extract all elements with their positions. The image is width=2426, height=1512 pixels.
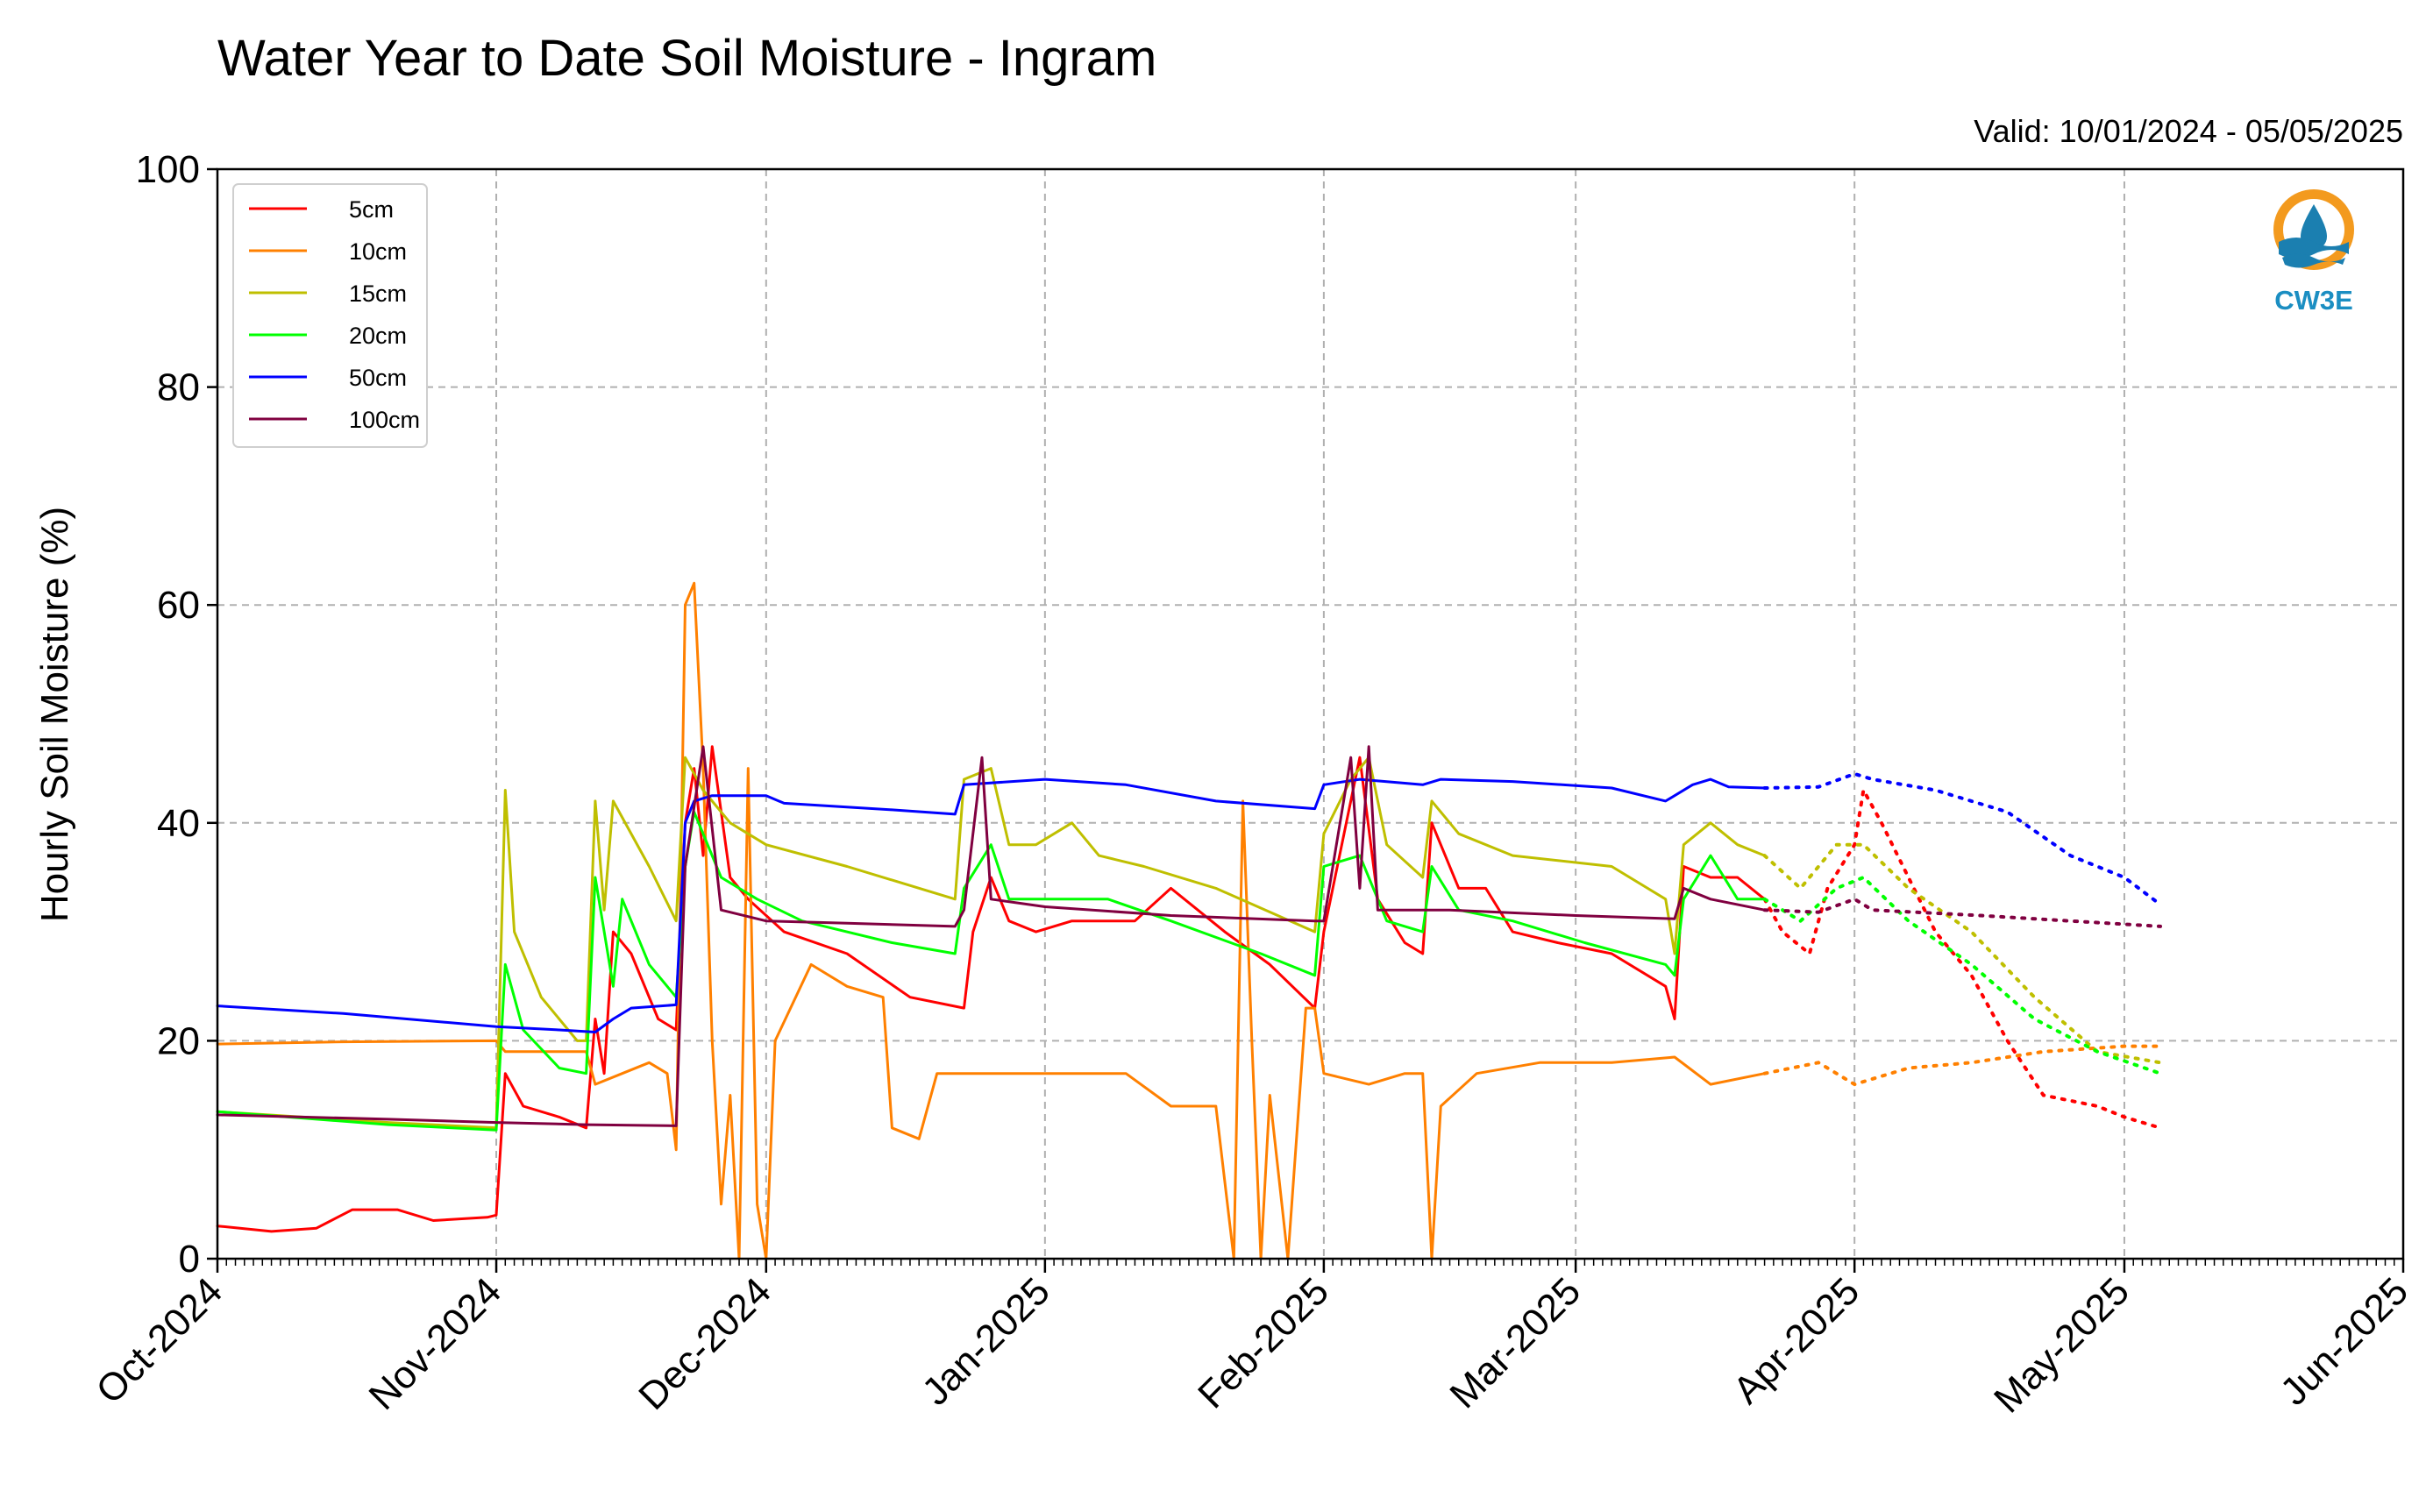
- valid-date-range: Valid: 10/01/2024 - 05/05/2025: [1974, 113, 2403, 149]
- series-dotted-15cm: [1762, 842, 2162, 1065]
- legend-label-50cm: 50cm: [349, 365, 407, 391]
- legend-label-5cm: 5cm: [349, 196, 394, 223]
- legend-label-10cm: 10cm: [349, 238, 407, 265]
- series-line-50cm: [216, 777, 1767, 1033]
- series-dotted-100cm: [1762, 897, 2162, 928]
- y-tick-label: 80: [157, 366, 200, 409]
- series-line-5cm: [216, 745, 1767, 1233]
- y-tick-label: 60: [157, 584, 200, 627]
- chart-title: Water Year to Date Soil Moisture - Ingra…: [217, 30, 1156, 87]
- series-100cm: [216, 745, 2162, 1127]
- legend-label-100cm: 100cm: [349, 407, 420, 433]
- water-drop-logo-icon: [2273, 189, 2354, 270]
- series-20cm: [216, 810, 2162, 1132]
- series-dotted-10cm: [1762, 1044, 2162, 1087]
- series-line-20cm: [216, 810, 1767, 1132]
- series-line-10cm: [216, 581, 1767, 1260]
- series-lines: [216, 581, 2162, 1260]
- y-tick-label: 0: [179, 1238, 200, 1281]
- y-tick-label: 40: [157, 802, 200, 845]
- series-5cm: [216, 745, 2162, 1233]
- logo-text: CW3E: [2274, 285, 2353, 316]
- series-dotted-50cm: [1762, 771, 2162, 906]
- legend-label-15cm: 15cm: [349, 280, 407, 307]
- y-tick-label: 100: [136, 148, 200, 191]
- y-axis-label: Hourly Soil Moisture (%): [33, 507, 76, 922]
- cw3e-logo: CW3E: [2273, 189, 2354, 316]
- x-minor-ticks: [217, 1259, 2404, 1266]
- series-dotted-20cm: [1762, 875, 2162, 1075]
- legend: 5cm 10cm 15cm 20cm 50cm 100cm: [232, 183, 428, 448]
- series-line-15cm: [216, 756, 1767, 1130]
- legend-label-20cm: 20cm: [349, 323, 407, 349]
- plot-frame: [216, 167, 2405, 1260]
- series-line-100cm: [216, 745, 1767, 1127]
- series-10cm: [216, 581, 2162, 1260]
- series-15cm: [216, 756, 2162, 1130]
- y-tick-label: 20: [157, 1019, 200, 1062]
- series-dotted-5cm: [1762, 784, 2162, 1130]
- series-50cm: [216, 771, 2162, 1033]
